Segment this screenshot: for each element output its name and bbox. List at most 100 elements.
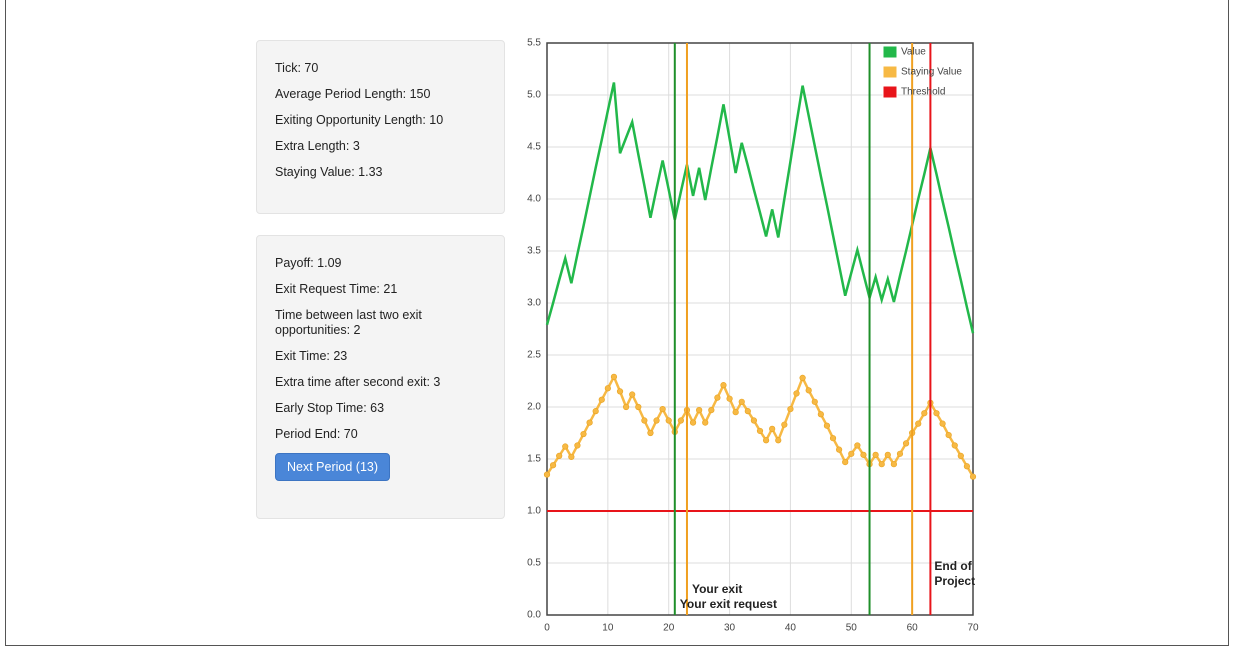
point (848, 450, 855, 457)
point (598, 396, 605, 403)
point (623, 403, 630, 411)
legend-label: Value (901, 47, 926, 58)
point (574, 442, 581, 449)
x-tick-label: 0 (544, 623, 550, 634)
point (915, 420, 922, 427)
y-tick-label: 2.0 (527, 402, 541, 413)
annotation-text: End of Project (934, 559, 976, 588)
point (647, 429, 654, 437)
point (720, 382, 727, 389)
point (769, 425, 776, 432)
point (787, 405, 794, 413)
point (945, 431, 952, 439)
y-tick-label: 3.5 (527, 246, 541, 257)
point (677, 417, 684, 424)
y-tick-label: 1.5 (527, 454, 541, 465)
point (793, 390, 800, 397)
x-tick-label: 60 (907, 623, 919, 634)
point (696, 407, 703, 414)
info-line: Staying Value: 1.33 (275, 165, 383, 179)
point (641, 417, 648, 424)
point (708, 407, 715, 414)
point (836, 446, 843, 453)
series-line (545, 82, 975, 334)
point (811, 398, 818, 405)
point (659, 405, 666, 413)
point (580, 430, 587, 438)
annotation-text: Your exit request (679, 597, 777, 611)
point (854, 442, 861, 449)
info-line: Tick: 70 (275, 61, 319, 75)
point (543, 471, 551, 478)
annotation: End of Project (934, 559, 976, 588)
point (653, 417, 660, 424)
annotation-text: Your exit (691, 582, 743, 596)
point (556, 452, 563, 459)
legend-swatch (882, 65, 898, 79)
point (860, 451, 867, 458)
point (610, 373, 618, 380)
point (878, 461, 885, 468)
settings-panel: Tick: 70 Average Period Length: 150 Exitin… (256, 40, 505, 214)
point (762, 437, 770, 444)
info-line: Exiting Opportunity Length: 10 (275, 113, 444, 127)
legend-label: Staying Value (901, 67, 962, 78)
point (969, 473, 977, 480)
y-tick-label: 3.0 (527, 298, 541, 309)
point (823, 422, 831, 429)
info-line: Average Period Length: 150 (275, 87, 431, 101)
info-line: Early Stop Time: 63 (275, 401, 385, 415)
info-line: Time between last two exit opportunities… (275, 308, 422, 337)
point (805, 387, 812, 394)
results-panel: Payoff: 1.09 Exit Request Time: 21 Time be… (256, 235, 505, 519)
info-line: Payoff: 1.09 (275, 256, 342, 270)
legend-label: Threshold (901, 87, 945, 98)
point (629, 391, 636, 398)
point (586, 419, 593, 426)
point (635, 403, 642, 411)
point (726, 395, 733, 402)
point (714, 394, 721, 401)
point (921, 410, 928, 417)
point (562, 443, 569, 450)
point (829, 435, 837, 442)
info-line: Period End: 70 (275, 427, 358, 441)
point (689, 419, 697, 426)
point (744, 408, 751, 415)
point (817, 411, 824, 418)
x-tick-label: 30 (724, 623, 736, 634)
point (884, 451, 891, 458)
y-tick-label: 5.5 (527, 38, 541, 49)
annotation: Your exit (691, 582, 743, 596)
y-tick-label: 0.5 (527, 558, 541, 569)
point (665, 417, 672, 424)
point (568, 453, 575, 461)
annotation: Your exit request (679, 597, 777, 611)
x-tick-label: 10 (602, 623, 614, 634)
point (549, 462, 557, 469)
x-tick-label: 70 (967, 623, 979, 634)
x-tick-label: 20 (663, 623, 675, 634)
y-tick-label: 0.0 (527, 610, 541, 621)
x-tick-label: 40 (785, 623, 797, 634)
info-line: Exit Request Time: 21 (275, 282, 398, 296)
point (616, 388, 624, 395)
point (702, 419, 709, 426)
point (957, 452, 964, 459)
series-line (545, 373, 975, 478)
y-tick-label: 4.0 (527, 194, 541, 205)
point (592, 408, 599, 415)
plot-frame (546, 42, 974, 616)
y-tick-label: 2.5 (527, 350, 541, 361)
y-tick-label: 1.0 (527, 506, 541, 517)
next-period-button[interactable]: Next Period (13) (275, 453, 391, 481)
point (872, 451, 879, 458)
chart: 0.0 0.5 1.0 1.5 2.0 2.5 3.0 3.5 4.0 4.5 5.0 5.5 0 10 2… (527, 38, 979, 634)
point (951, 442, 958, 449)
point (890, 461, 897, 468)
y-tick-label: 5.0 (527, 90, 541, 101)
info-line: Extra Length: 3 (275, 139, 360, 153)
y-tick-label: 4.5 (527, 142, 541, 153)
point (750, 417, 758, 424)
